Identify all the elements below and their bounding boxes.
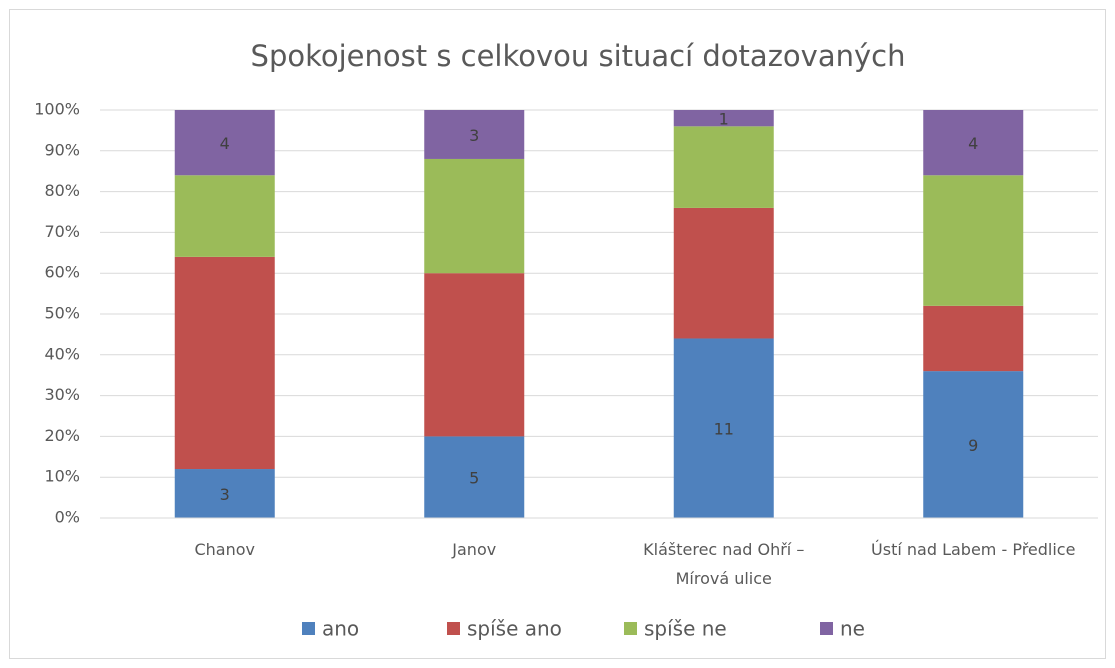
chart-title: Spokojenost s celkovou situací dotazovan…	[251, 39, 906, 73]
y-tick-label: 30%	[44, 385, 80, 404]
y-tick-label: 80%	[44, 181, 80, 200]
y-tick-label: 40%	[44, 344, 80, 363]
x-tick-label: Ústí nad Labem - Předlice	[871, 540, 1075, 559]
legend-swatch	[302, 622, 315, 635]
bar-segment	[174, 110, 275, 176]
bar-segment	[424, 273, 525, 437]
x-tick-label: Chanov	[194, 540, 255, 559]
bar-segment	[923, 110, 1024, 176]
data-label: 4	[968, 134, 978, 153]
legend-label: spíše ano	[467, 617, 562, 641]
bar-segment	[424, 158, 525, 274]
legend-swatch	[624, 622, 637, 635]
data-label: 3	[469, 126, 479, 145]
data-label: 5	[469, 469, 479, 488]
y-tick-label: 100%	[34, 100, 80, 119]
bar-segment	[923, 175, 1024, 306]
y-tick-label: 50%	[44, 304, 80, 323]
x-tick-label: Klášterec nad Ohří – Mírová ulice	[643, 540, 804, 588]
data-label: 11	[714, 420, 734, 439]
y-tick-label: 90%	[44, 140, 80, 159]
data-label: 9	[968, 436, 978, 455]
bar-segment	[174, 256, 275, 470]
y-tick-label: 20%	[44, 426, 80, 445]
bar-segment	[673, 110, 774, 127]
bar-segment	[424, 436, 525, 518]
legend-label: spíše ne	[644, 617, 727, 641]
legend-label: ne	[840, 617, 865, 641]
y-tick-label: 60%	[44, 263, 80, 282]
bar-segment	[424, 110, 525, 159]
legend-swatch	[447, 622, 460, 635]
data-label: 4	[220, 134, 230, 153]
legend-label: ano	[322, 617, 359, 641]
y-tick-label: 10%	[44, 467, 80, 486]
y-tick-label: 0%	[55, 508, 80, 527]
x-tick-label: Janov	[451, 540, 496, 559]
bar-segment	[174, 175, 275, 257]
bar-segment	[923, 305, 1024, 372]
bar-segment	[923, 371, 1024, 518]
data-label: 1	[719, 110, 729, 129]
bar-segment	[673, 338, 774, 518]
data-label: 3	[220, 485, 230, 504]
bar-segment	[673, 207, 774, 339]
bar-segment	[673, 126, 774, 208]
legend-swatch	[820, 622, 833, 635]
y-tick-label: 70%	[44, 222, 80, 241]
bar-segment	[174, 469, 275, 518]
